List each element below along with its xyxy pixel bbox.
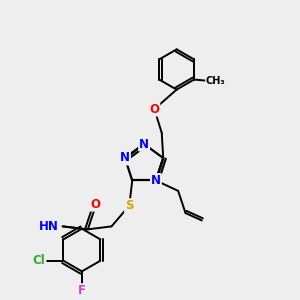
Text: CH₃: CH₃ <box>206 76 226 86</box>
Text: HN: HN <box>39 220 59 233</box>
Text: O: O <box>149 103 159 116</box>
Text: N: N <box>120 152 130 164</box>
Text: F: F <box>78 284 86 297</box>
Text: O: O <box>90 198 100 211</box>
Text: S: S <box>125 199 134 212</box>
Text: Cl: Cl <box>33 254 46 267</box>
Text: N: N <box>151 174 161 187</box>
Text: N: N <box>139 138 149 151</box>
